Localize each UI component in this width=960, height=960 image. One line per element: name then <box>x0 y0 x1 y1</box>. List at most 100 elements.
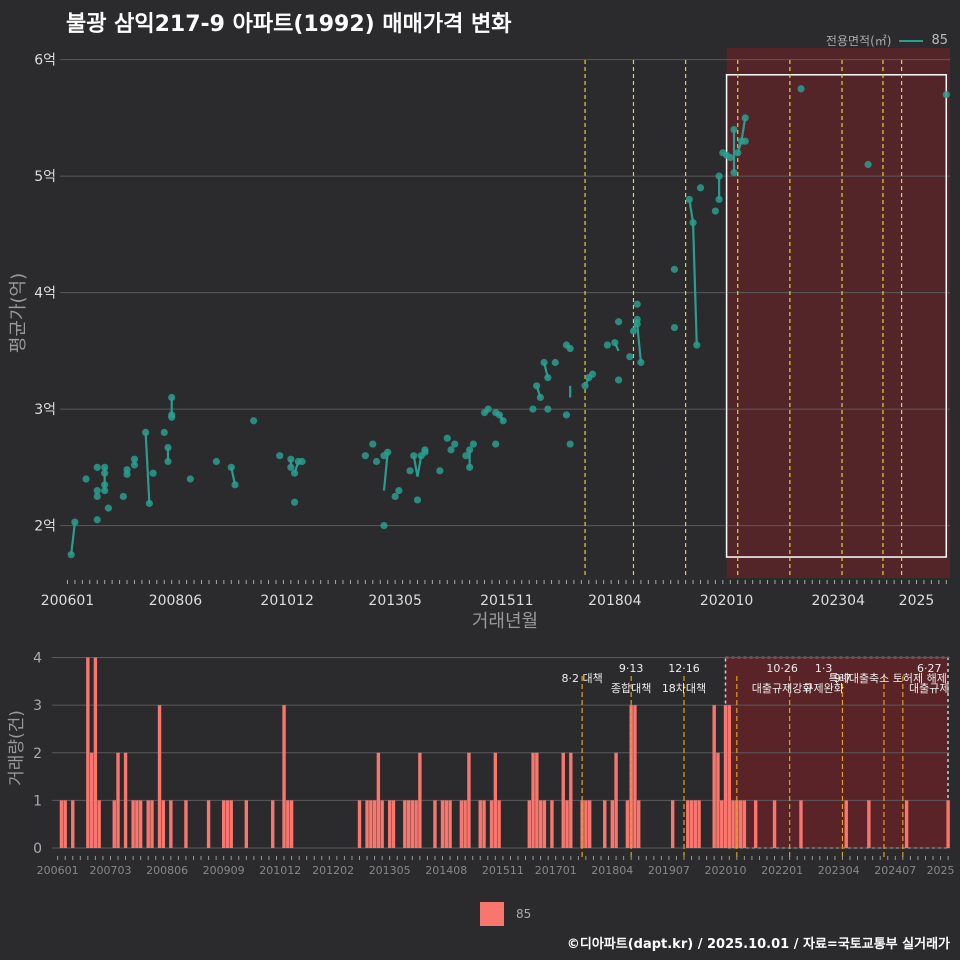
x-tick-label: 202304 <box>818 864 860 877</box>
data-point <box>142 428 150 436</box>
data-point <box>715 195 723 204</box>
legend-bar-swatch <box>480 902 504 926</box>
volume-bar <box>184 800 188 848</box>
data-point <box>164 457 172 466</box>
data-point <box>715 172 723 180</box>
data-point <box>287 455 295 463</box>
volume-bar <box>467 752 471 848</box>
data-point <box>741 114 749 122</box>
data-point <box>566 344 574 353</box>
data-point <box>588 370 597 378</box>
policy-annotation-date: 6·27 <box>917 662 942 675</box>
data-point <box>287 463 295 471</box>
data-point <box>71 518 79 526</box>
data-point <box>451 440 459 448</box>
data-point <box>484 405 492 413</box>
x-tick-label: 201012 <box>259 864 301 877</box>
data-point <box>741 137 749 145</box>
y-tick-label: 3억 <box>34 402 56 418</box>
highlight-box <box>724 656 949 849</box>
x-tick-label: 200601 <box>37 864 79 877</box>
volume-bar <box>414 800 418 848</box>
highlight-region <box>725 657 948 848</box>
volume-bar <box>410 800 415 848</box>
data-point <box>391 492 399 501</box>
volume-bar <box>357 800 362 848</box>
legend-line-swatch <box>899 39 924 42</box>
data-point <box>436 467 444 475</box>
data-point <box>145 499 153 508</box>
policy-annotation-date: 9·13 <box>619 662 644 675</box>
data-point <box>123 466 131 474</box>
volume-bar <box>689 800 694 848</box>
data-point <box>410 452 418 460</box>
volume-bar <box>497 800 501 848</box>
x-tick-label: 201408 <box>425 864 467 877</box>
data-point <box>711 207 719 215</box>
data-point <box>372 457 381 466</box>
volume-bar <box>459 800 464 848</box>
y-tick-label: 0 <box>33 841 42 857</box>
x-tick-label: 201701 <box>535 864 577 877</box>
data-point <box>466 446 474 454</box>
data-point <box>168 393 176 402</box>
volume-bar <box>380 800 384 848</box>
y-tick-label: 6억 <box>34 53 56 69</box>
data-point <box>443 434 451 442</box>
volume-bar <box>614 752 618 848</box>
volume-bar <box>727 705 731 848</box>
footer-credit: ©디아파트(dapt.kr) / 2025.10.01 / 자료=국토교통부 실… <box>566 937 950 952</box>
data-point <box>730 125 738 134</box>
volume-bar <box>59 800 64 848</box>
data-point <box>562 411 571 419</box>
data-point <box>614 376 623 384</box>
x-tick-label: 201907 <box>648 864 690 877</box>
volume-bar <box>625 800 630 848</box>
data-point <box>499 417 507 425</box>
volume-bar <box>97 800 101 848</box>
data-point <box>291 469 299 477</box>
series-segment <box>740 117 747 142</box>
x-tick-label: 201804 <box>591 864 633 877</box>
series-segment <box>691 222 698 346</box>
policy-annotation-label: 8·2 대책 <box>562 672 603 685</box>
data-point <box>469 440 477 448</box>
volume-bar <box>244 800 249 848</box>
volume-bar <box>418 752 422 848</box>
volume-bar <box>478 800 482 848</box>
data-point <box>529 405 537 413</box>
volume-bar <box>538 800 543 848</box>
highlight-region <box>726 48 950 578</box>
data-point <box>291 498 299 506</box>
volume-bar <box>463 800 467 848</box>
volume-bar <box>123 752 128 848</box>
series-segment <box>70 521 76 555</box>
data-point <box>168 411 176 419</box>
volume-bar <box>289 800 294 848</box>
volume-bar <box>637 800 641 848</box>
volume-bar <box>584 800 588 848</box>
volume-bar <box>131 800 135 848</box>
volume-bar <box>527 800 531 848</box>
x-tick-label: 202304 <box>812 593 866 609</box>
data-point <box>730 169 738 177</box>
data-point <box>130 461 139 469</box>
volume-bar <box>93 657 98 848</box>
volume-bar <box>489 800 494 848</box>
data-point <box>633 300 641 308</box>
data-point <box>447 446 455 454</box>
volume-bar <box>723 705 728 848</box>
data-point <box>130 455 139 463</box>
chart-title: 불광 삼익217-9 아파트(1992) 매매가격 변화 <box>66 12 512 37</box>
volume-bar <box>282 705 286 848</box>
data-point <box>536 393 544 402</box>
volume-bar <box>686 800 690 848</box>
volume-bar <box>86 657 90 848</box>
volume-bar <box>229 800 233 848</box>
legend-bottom-value: 85 <box>516 907 532 921</box>
data-point <box>160 428 168 436</box>
policy-annotation-label: 대출규제 <box>909 682 949 695</box>
x-tick-label: 2025 <box>899 593 935 609</box>
volume-bar <box>376 752 381 848</box>
y-tick-label: 4 <box>33 651 42 667</box>
